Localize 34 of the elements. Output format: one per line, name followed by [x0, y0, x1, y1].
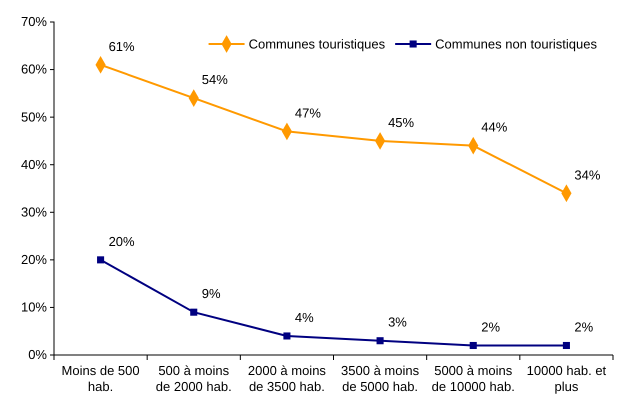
- point: [97, 256, 104, 264]
- x-tick-label: 3500 à moins de 5000 hab.: [341, 363, 420, 394]
- point: [562, 342, 570, 350]
- data-label: 47%: [294, 105, 322, 120]
- data-label: 44%: [481, 120, 508, 135]
- point: [376, 337, 384, 344]
- y-tick-label: 60%: [20, 62, 48, 77]
- y-tick-label: 50%: [20, 109, 48, 124]
- legend-label: Communes non touristiques: [435, 36, 598, 52]
- x-tick-label: 10000 hab. et plus: [526, 363, 607, 394]
- data-label: 34%: [574, 167, 601, 182]
- point: [190, 308, 198, 316]
- point: [283, 332, 290, 340]
- point: [470, 342, 477, 350]
- data-label: 54%: [202, 72, 228, 88]
- x-tick-label: 2000 à moins de 3500 hab.: [248, 363, 326, 394]
- data-label: 20%: [108, 234, 136, 249]
- data-label: 2%: [481, 319, 500, 334]
- y-tick-label: 40%: [20, 156, 48, 172]
- y-tick-label: 70%: [20, 14, 48, 30]
- y-tick-label: 10%: [20, 300, 48, 315]
- x-tick-label: 500 à moins de 2000 hab.: [156, 363, 232, 394]
- data-label: 4%: [294, 310, 314, 325]
- y-tick-label: 20%: [20, 252, 48, 268]
- data-label: 45%: [388, 114, 415, 130]
- data-label: 61%: [108, 38, 136, 54]
- data-label: 3%: [388, 314, 408, 330]
- y-tick-label: 0%: [28, 347, 48, 362]
- legend-label: Communes touristiques: [248, 36, 386, 52]
- x-tick-label: Moins de 500 hab.: [62, 363, 140, 394]
- data-label: 9%: [202, 286, 221, 302]
- x-tick-label: 5000 à moins de 10000 hab.: [432, 363, 515, 394]
- data-label: 2%: [574, 319, 594, 334]
- y-tick-label: 30%: [20, 204, 48, 220]
